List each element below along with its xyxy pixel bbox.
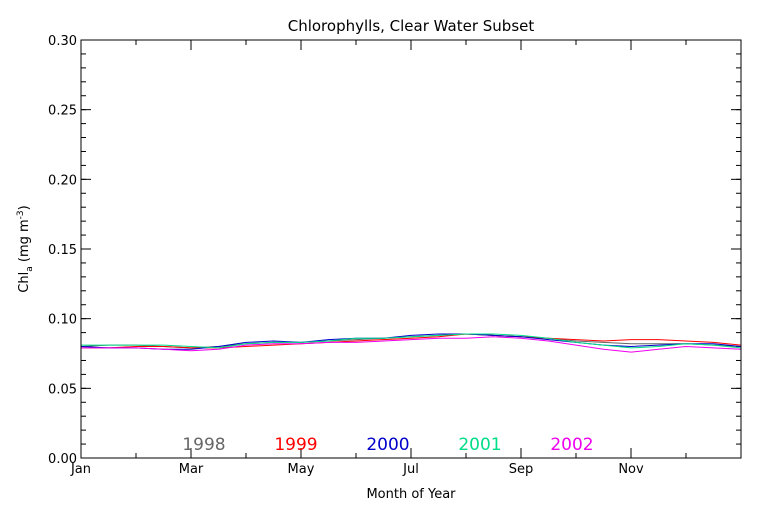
series-line-2002 [81, 336, 742, 353]
y-tick-label: 0.10 [48, 313, 77, 328]
y-tick-label: 0.20 [48, 173, 77, 188]
y-axis-label-close: ) [17, 205, 32, 210]
plot-frame [80, 39, 742, 459]
chart-title: Chlorophylls, Clear Water Subset [288, 17, 535, 35]
series-line-2001 [81, 333, 742, 349]
x-tick-label: Sep [509, 462, 534, 477]
series-line-1999 [81, 333, 742, 349]
y-tick-label: 0.25 [48, 104, 77, 119]
x-tick-label: Jul [402, 462, 419, 477]
legend-label-2002: 2002 [550, 435, 593, 455]
x-tick-label: Jan [70, 462, 91, 477]
x-tick-label: Nov [618, 462, 644, 477]
y-axis-label-sub: a [25, 266, 35, 272]
legend-label-1998: 1998 [182, 435, 225, 455]
y-axis-label: Chla (mg m-3) [16, 205, 35, 292]
y-tick-label: 0.05 [48, 382, 77, 397]
x-tick-label: Mar [179, 462, 204, 477]
series-lines [80, 333, 742, 353]
y-axis-label-exp: -3 [16, 210, 26, 219]
y-ticks: 0.00 0.05 0.10 0.15 0.20 0.25 0.30 [48, 34, 741, 467]
y-axis-label-unit: (mg m [17, 219, 32, 266]
legend-label-2001: 2001 [458, 435, 501, 455]
x-axis-label: Month of Year [366, 487, 456, 502]
legend: 1998 1999 2000 2001 2002 [182, 435, 593, 455]
legend-label-2000: 2000 [366, 435, 409, 455]
y-axis-label-main: Chl [17, 272, 32, 293]
series-line-2000 [80, 333, 742, 350]
x-tick-label: May [288, 462, 315, 477]
legend-label-1999: 1999 [274, 435, 317, 455]
y-tick-label: 0.00 [48, 452, 77, 467]
y-tick-label: 0.30 [48, 34, 77, 49]
y-tick-label: 0.15 [48, 243, 77, 258]
x-ticks: Jan Mar May Jul Sep Nov [70, 40, 742, 477]
